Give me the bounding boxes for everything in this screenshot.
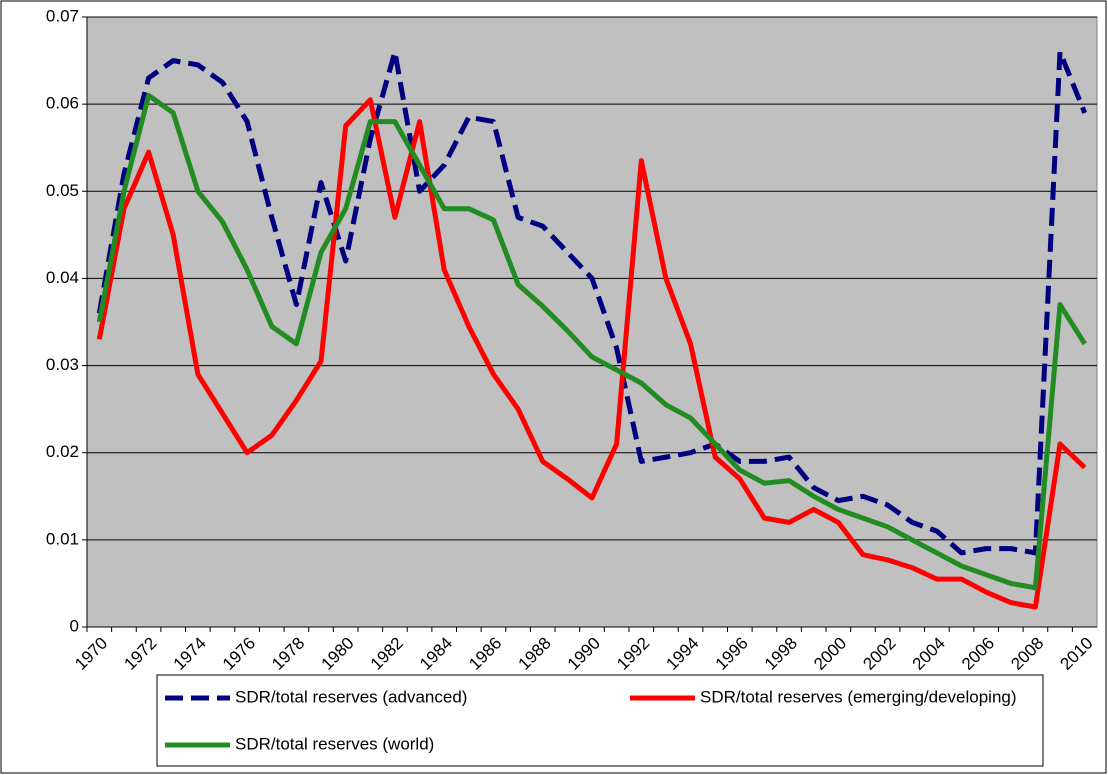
y-tick-label: 0.07	[46, 6, 79, 25]
y-tick-label: 0.04	[46, 268, 79, 287]
y-tick-label: 0.01	[46, 529, 79, 548]
y-tick-label: 0.06	[46, 94, 79, 113]
line-series	[96, 92, 1087, 591]
y-tick-label: 0.02	[46, 442, 79, 461]
plot-area	[86, 16, 1098, 628]
y-tick-label: 0	[70, 616, 79, 635]
y-tick-label: 0.03	[46, 355, 79, 374]
legend-box	[156, 674, 1044, 767]
legend-label: SDR/total reserves (advanced)	[235, 687, 467, 706]
line-series	[96, 49, 1088, 556]
legend-label: SDR/total reserves (emerging/developing)	[700, 687, 1017, 706]
legend-label: SDR/total reserves (world)	[235, 734, 434, 753]
line-series	[96, 97, 1087, 610]
y-tick-label: 0.05	[46, 181, 79, 200]
